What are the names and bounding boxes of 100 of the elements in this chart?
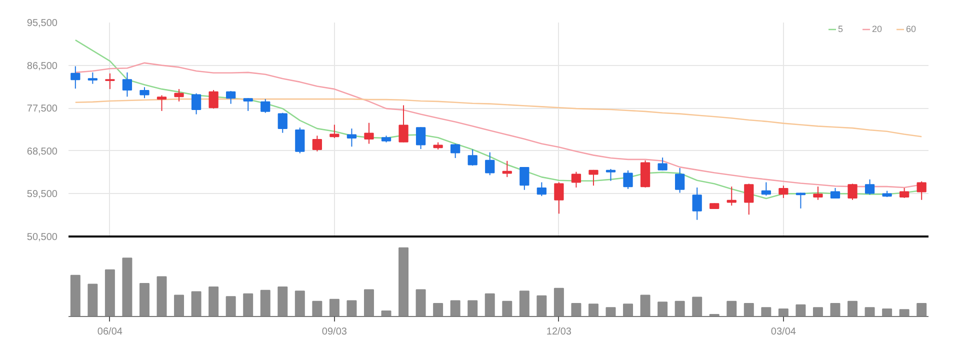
y-tick-label: 77,500 (26, 104, 58, 115)
candlestick (778, 185, 788, 198)
candlestick (554, 182, 564, 214)
bar (122, 258, 132, 316)
bar (812, 307, 823, 316)
bar (260, 290, 270, 316)
candlestick (485, 152, 495, 176)
candlestick (122, 72, 132, 98)
candlestick (536, 182, 546, 197)
bar (571, 302, 582, 316)
candlestick (312, 135, 322, 152)
bar (156, 276, 167, 316)
bar (329, 298, 340, 316)
bar (830, 302, 840, 316)
candlestick (692, 187, 702, 220)
bar (778, 308, 788, 316)
candlestick (916, 180, 926, 200)
bar (623, 304, 634, 316)
bar (70, 274, 80, 316)
bar (364, 289, 374, 316)
bar (416, 289, 426, 316)
candlestick (813, 186, 823, 200)
candlestick (346, 128, 357, 148)
bar (658, 302, 668, 316)
candlestick (416, 126, 426, 150)
candlestick (70, 66, 80, 90)
candlestick (744, 183, 754, 216)
candlestick (140, 86, 150, 99)
candlestick (295, 127, 305, 154)
bar (864, 307, 875, 316)
candlestick (623, 170, 633, 190)
bar (796, 304, 806, 316)
candlestick (278, 112, 288, 134)
bar (104, 269, 115, 316)
candlestick (761, 182, 771, 196)
x-tick-label: 12/03 (546, 326, 572, 338)
bar (139, 283, 150, 316)
candlestick (864, 178, 875, 196)
bar (882, 308, 892, 316)
candlestick (208, 90, 218, 110)
y-tick-label: 50,500 (26, 232, 58, 243)
y-tick-label: 95,500 (26, 18, 58, 29)
y-tick-label: 59,500 (26, 189, 58, 200)
candlestick (848, 183, 858, 200)
candlestick (588, 169, 598, 186)
candlestick (88, 72, 98, 84)
candlestick (105, 72, 115, 90)
candlestick (364, 122, 374, 144)
bar (692, 296, 702, 316)
bar (468, 300, 478, 316)
candlestick (260, 98, 270, 114)
bar (174, 294, 184, 316)
bar (536, 295, 547, 316)
bar (519, 290, 530, 316)
bar (588, 304, 598, 316)
x-tick-label: 03/04 (770, 326, 796, 338)
x-tick-label: 09/03 (322, 326, 348, 338)
bar (899, 309, 910, 316)
bar (243, 293, 254, 316)
bar (433, 302, 444, 316)
bar (674, 300, 685, 316)
legend-label: 5 (838, 24, 844, 34)
candlestick (156, 94, 167, 112)
candlestick (398, 104, 408, 143)
bar (606, 307, 616, 316)
candlestick (571, 171, 582, 188)
candlestick (330, 124, 340, 139)
bar (398, 247, 409, 316)
candlestick (226, 90, 236, 104)
bar (916, 302, 927, 316)
bar (554, 288, 564, 316)
bar (226, 296, 236, 316)
bar (502, 300, 512, 316)
candlestick (468, 148, 478, 166)
candlestick (675, 168, 685, 194)
candlestick (796, 192, 806, 209)
bar (208, 286, 219, 316)
legend-label: 60 (906, 24, 918, 34)
candlestick (900, 187, 910, 198)
candlestick (606, 168, 616, 182)
bar (312, 300, 322, 316)
bar (346, 300, 357, 316)
candlestick (520, 166, 530, 190)
bar (191, 291, 202, 316)
candlestick (502, 160, 512, 178)
legend-label: 20 (872, 24, 884, 34)
bar (450, 300, 460, 316)
bar (294, 290, 305, 316)
candlestick (243, 98, 253, 112)
bar (484, 293, 495, 316)
candlestick (450, 143, 460, 159)
candlestick (830, 187, 840, 199)
bar (761, 307, 772, 316)
bar (88, 284, 98, 316)
bar (278, 286, 288, 316)
candlestick (726, 186, 736, 206)
bar (726, 300, 737, 316)
bar (848, 300, 858, 316)
candlestick (640, 160, 650, 188)
bar (640, 294, 650, 316)
